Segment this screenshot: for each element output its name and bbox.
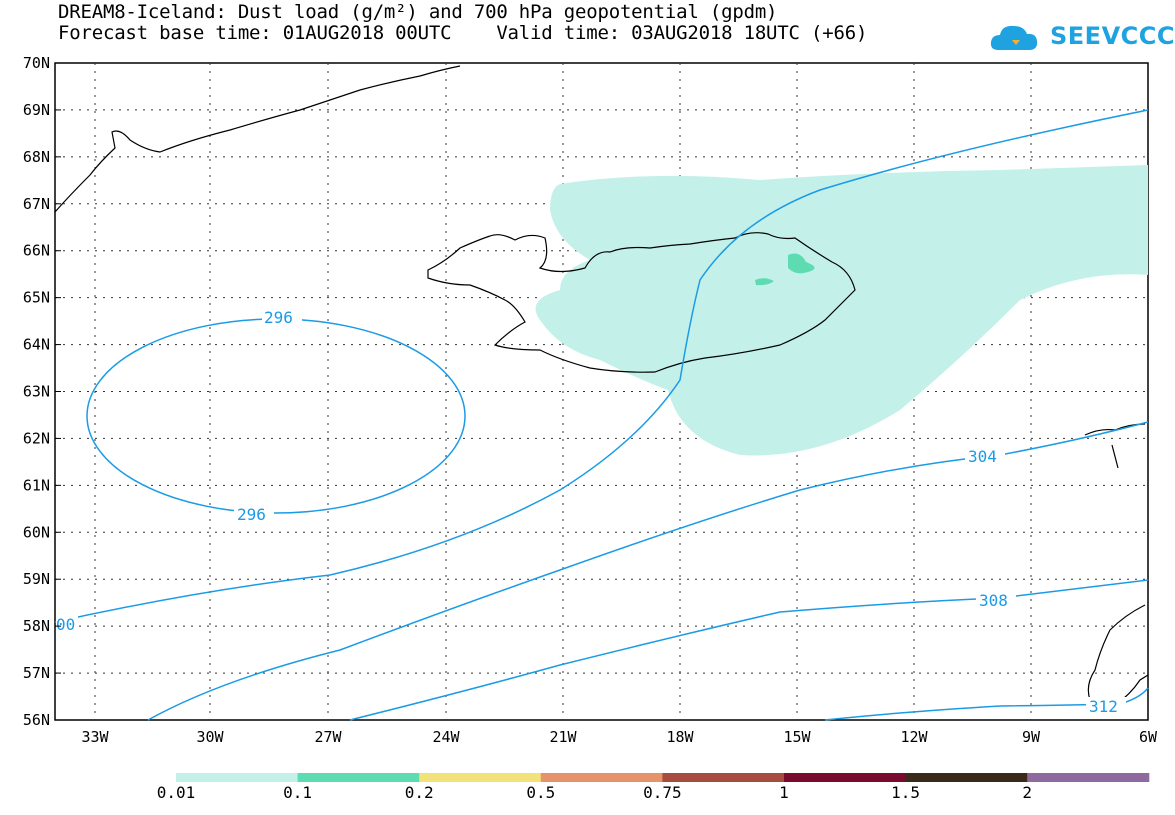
contour-312 [824, 687, 1149, 721]
longitude-label: 6W [1139, 728, 1158, 746]
contour-300 [54, 109, 1149, 623]
colorbar-swatch [784, 773, 907, 782]
latitude-label: 64N [23, 336, 50, 354]
latitude-label: 67N [23, 195, 50, 213]
longitude-label: 33W [81, 728, 109, 746]
latitude-label: 63N [23, 383, 50, 401]
contour-308 [349, 579, 1149, 721]
longitude-label: 18W [666, 728, 694, 746]
latitude-label: 68N [23, 148, 50, 166]
contour-304 [147, 421, 1149, 721]
longitude-label: 27W [314, 728, 342, 746]
colorbar-label: 1 [779, 783, 789, 802]
longitude-label: 24W [432, 728, 460, 746]
latitude-label: 58N [23, 617, 50, 635]
latitude-label: 57N [23, 664, 50, 682]
colorbar-swatch [1027, 773, 1150, 782]
contour-label: 308 [979, 591, 1008, 610]
colorbar [176, 773, 1150, 782]
latitude-label: 59N [23, 570, 50, 588]
latitude-label: 66N [23, 242, 50, 260]
colorbar-swatch [662, 773, 785, 782]
colorbar-label: 0.75 [643, 783, 682, 802]
longitude-label: 9W [1022, 728, 1041, 746]
contour-label: 00 [56, 615, 75, 634]
latitude-labels: 70N 69N 68N 67N 66N 65N 64N 63N 62N 61N 60N 59N 58N 5… [23, 54, 61, 729]
colorbar-label: 0.5 [526, 783, 556, 802]
latitude-label: 65N [23, 289, 50, 307]
contour-label: 296 [264, 308, 293, 327]
colorbar-swatch [176, 773, 299, 782]
iceland-coastline [427, 232, 856, 373]
latitude-label: 70N [23, 54, 50, 72]
colorbar-swatch [297, 773, 420, 782]
greenland-coastline [54, 65, 461, 213]
contour-label: 296 [237, 505, 266, 524]
colorbar-swatch [540, 773, 663, 782]
colorbar-label: 2 [1022, 783, 1033, 802]
longitude-label: 21W [549, 728, 577, 746]
contour-296 [86, 318, 466, 514]
colorbar-label: 1.5 [891, 783, 921, 802]
colorbar-swatch [905, 773, 1028, 782]
longitude-labels: 33W 30W 27W 24W 21W 18W 15W 12W 9W 6W [81, 728, 1158, 746]
dust-area-medium [788, 253, 815, 274]
norway-coastline [1087, 604, 1149, 708]
colorbar-label: 0.01 [156, 783, 196, 802]
graticule [55, 63, 1148, 720]
logo-text: SEEVCCC [1050, 22, 1175, 50]
latitude-label: 60N [23, 523, 50, 541]
colorbar-label: 0.2 [404, 783, 434, 802]
colorbar-swatch [419, 773, 542, 782]
latitude-label: 69N [23, 101, 50, 119]
colorbar-label: 0.1 [283, 783, 313, 802]
dust-area-light [535, 165, 1148, 456]
longitude-label: 30W [196, 728, 224, 746]
longitude-label: 12W [900, 728, 928, 746]
dust-area-medium [755, 278, 774, 286]
latitude-label: 61N [23, 476, 50, 494]
map-subtitle: Forecast base time: 01AUG2018 00UTC Vali… [58, 22, 868, 44]
latitude-label: 56N [23, 711, 50, 729]
latitude-label: 62N [23, 429, 50, 447]
contour-label: 304 [968, 447, 997, 466]
map-title: DREAM8-Iceland: Dust load (g/m²) and 700… [58, 1, 778, 23]
contour-label: 312 [1089, 697, 1118, 716]
cloud-logo-icon [990, 25, 1038, 50]
longitude-label: 15W [783, 728, 811, 746]
